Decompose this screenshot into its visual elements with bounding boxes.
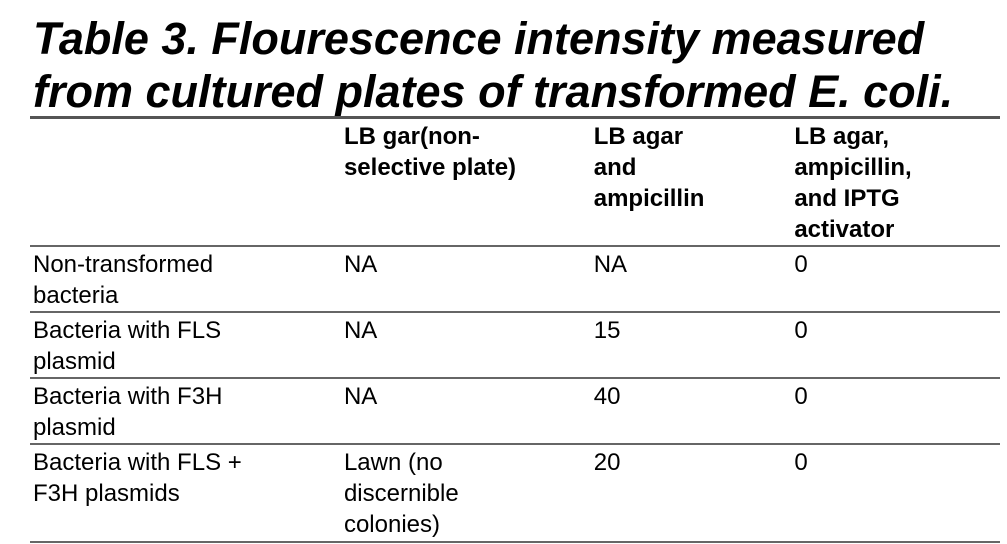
table-row: Non-transformed bacteria NA NA 0 (30, 246, 1000, 312)
row-label: Non-transformed bacteria (33, 251, 214, 309)
row-label: Bacteria with FLS + F3H plasmids (33, 449, 242, 507)
cell-text: NA (343, 317, 378, 344)
row-label-cell: Non-transformed bacteria (30, 246, 341, 312)
column-header: LB agar and ampicillin (591, 118, 792, 247)
header-text: LB agar, ampicillin, and IPTG activator (794, 123, 912, 243)
row-label-cell: Bacteria with FLS plasmid (30, 312, 341, 378)
header-text: LB gar(non-selective plate) (343, 123, 517, 181)
table-cell: 0 (791, 378, 1000, 444)
cell-text: 20 (593, 449, 621, 476)
table-cell: 0 (791, 444, 1000, 542)
table-cell: Lawn (no discernible colonies) (341, 444, 591, 542)
data-table: LB gar(non-selective plate) LB agar and a… (30, 116, 1000, 543)
cell-text: 0 (794, 251, 808, 278)
table-title: Table 3. Flourescence intensity measured… (33, 13, 954, 117)
row-label: Bacteria with FLS plasmid (33, 317, 222, 375)
table-cell: 40 (591, 378, 792, 444)
cell-text: NA (343, 251, 378, 278)
cell-text: NA (593, 251, 628, 278)
column-header: LB gar(non-selective plate) (341, 118, 591, 247)
cell-text: 0 (794, 383, 808, 410)
cell-text: 0 (794, 317, 808, 344)
table-cell: 0 (791, 312, 1000, 378)
header-row: LB gar(non-selective plate) LB agar and a… (30, 118, 1000, 247)
table-row: Bacteria with FLS + F3H plasmids Lawn (no… (30, 444, 1000, 542)
row-label-cell: Bacteria with FLS + F3H plasmids (30, 444, 341, 542)
table-row: Bacteria with FLS plasmid NA 15 0 (30, 312, 1000, 378)
row-label: Bacteria with F3H plasmid (33, 383, 223, 441)
table-head: LB gar(non-selective plate) LB agar and a… (30, 118, 1000, 247)
row-label-cell: Bacteria with F3H plasmid (30, 378, 341, 444)
table-cell: 15 (591, 312, 792, 378)
corner-cell (30, 118, 341, 247)
table-row: Bacteria with F3H plasmid NA 40 0 (30, 378, 1000, 444)
table-cell: 0 (791, 246, 1000, 312)
column-header: LB agar, ampicillin, and IPTG activator (791, 118, 1000, 247)
table-body: Non-transformed bacteria NA NA 0 Bacteria wi… (30, 246, 1000, 542)
cell-text: 0 (794, 449, 808, 476)
table-cell: NA (591, 246, 792, 312)
table-cell: 20 (591, 444, 792, 542)
header-text: LB agar and ampicillin (593, 123, 705, 212)
table-cell: NA (341, 378, 591, 444)
table-cell: NA (341, 312, 591, 378)
cell-text: NA (343, 383, 378, 410)
cell-text: 40 (593, 383, 621, 410)
cell-text: 15 (593, 317, 621, 344)
table-cell: NA (341, 246, 591, 312)
cell-text: Lawn (no discernible colonies) (343, 449, 459, 538)
